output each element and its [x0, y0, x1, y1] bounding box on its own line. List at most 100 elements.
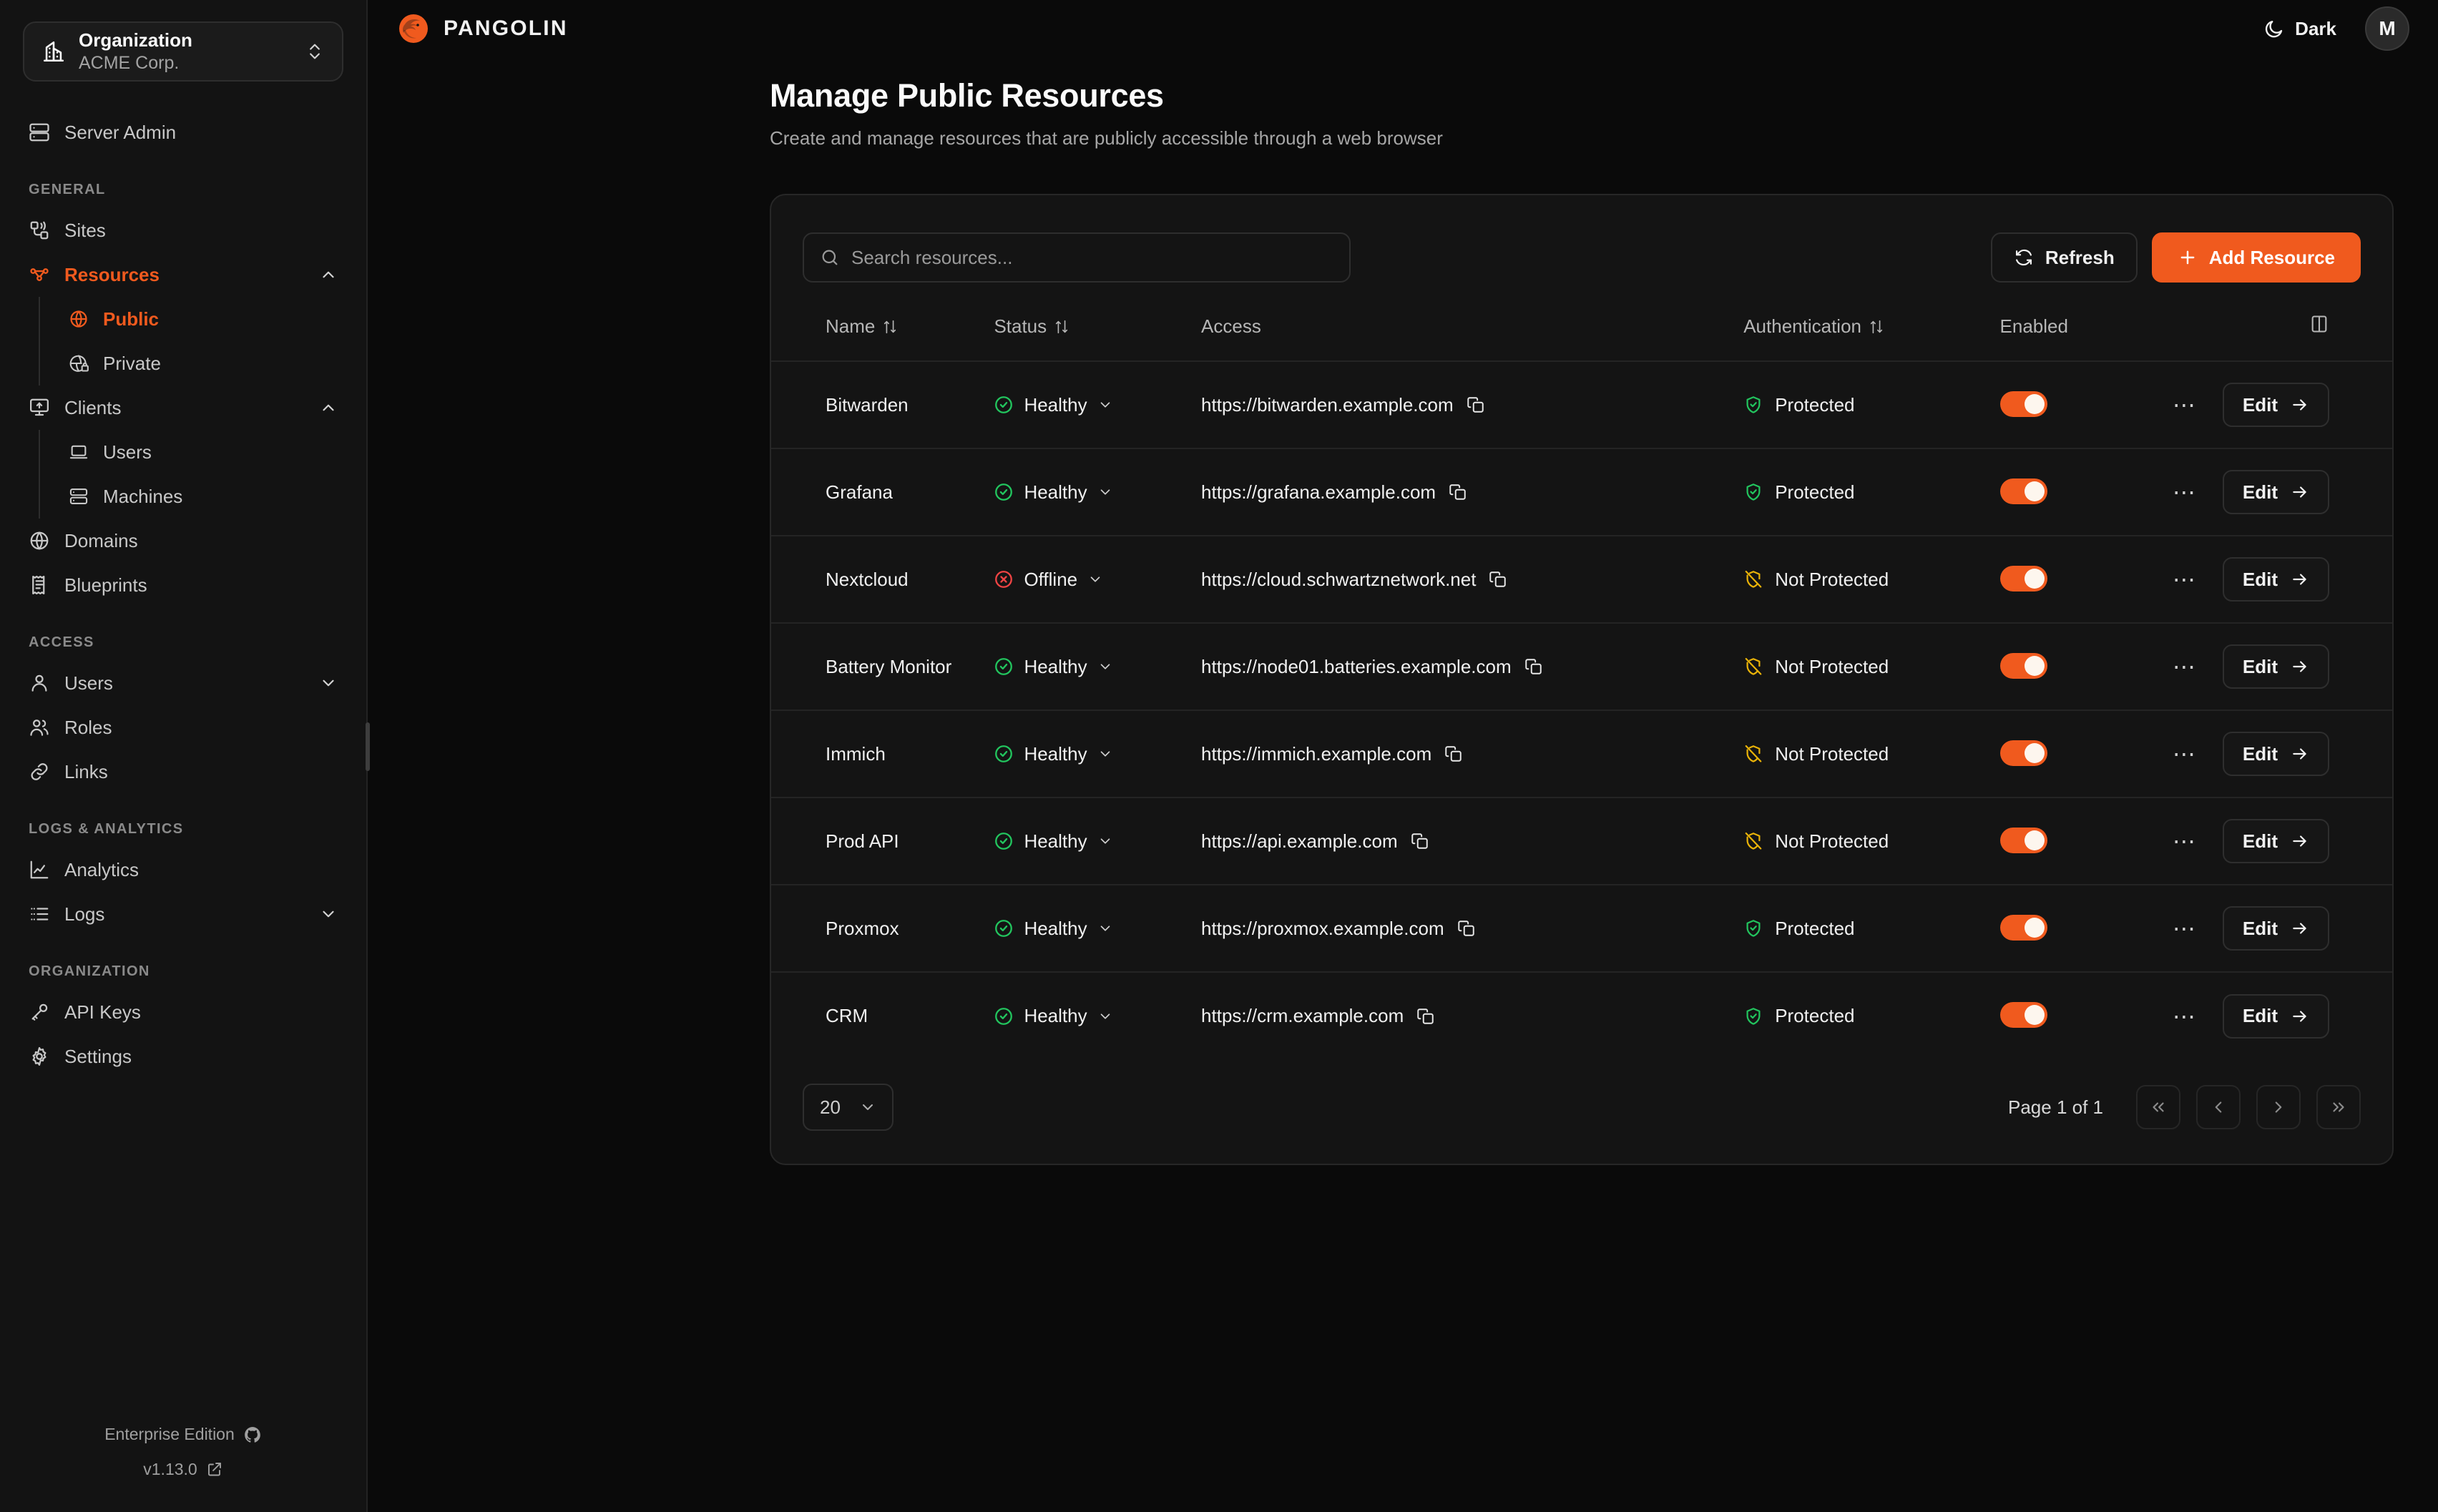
edit-button[interactable]: Edit	[2222, 557, 2329, 602]
cell-enabled[interactable]	[1999, 797, 2165, 885]
edit-button[interactable]: Edit	[2222, 644, 2329, 689]
table-row[interactable]: Immich Healthy https://immich.example.co…	[771, 710, 2392, 797]
cell-enabled[interactable]	[1999, 622, 2165, 710]
cell-enabled[interactable]	[1999, 360, 2165, 448]
chevron-up-icon[interactable]	[319, 265, 338, 284]
github-icon[interactable]	[243, 1425, 262, 1444]
enabled-toggle[interactable]	[1999, 1002, 2047, 1028]
cell-status[interactable]: Healthy	[994, 360, 1202, 448]
search-box[interactable]	[803, 232, 1351, 283]
cell-enabled[interactable]	[1999, 448, 2165, 536]
enabled-toggle[interactable]	[1999, 827, 2047, 853]
version-row[interactable]: v1.13.0	[0, 1452, 366, 1486]
copy-icon[interactable]	[1524, 657, 1543, 676]
sidebar-item-links[interactable]: Links	[19, 750, 348, 794]
table-row[interactable]: Battery Monitor Healthy https://node01.b…	[771, 622, 2392, 710]
copy-icon[interactable]	[1411, 832, 1429, 850]
enabled-toggle[interactable]	[1999, 740, 2047, 766]
search-input[interactable]	[851, 246, 1333, 269]
chevron-down-icon[interactable]	[1097, 1008, 1113, 1024]
column-header-authentication[interactable]: Authentication	[1743, 314, 1999, 361]
row-menu-button[interactable]: ⋯	[2172, 479, 2197, 505]
enabled-toggle[interactable]	[1999, 565, 2047, 591]
table-row[interactable]: Nextcloud Offline https://cloud.schwartz…	[771, 535, 2392, 623]
external-link-icon[interactable]	[206, 1461, 223, 1478]
table-row[interactable]: Prod API Healthy https://api.example.com…	[771, 797, 2392, 885]
chevron-down-icon[interactable]	[319, 905, 338, 923]
column-header-name[interactable]: Name	[771, 314, 994, 361]
avatar[interactable]: M	[2365, 6, 2409, 51]
row-menu-button[interactable]: ⋯	[2172, 566, 2197, 592]
edit-button[interactable]: Edit	[2222, 732, 2329, 776]
row-menu-button[interactable]: ⋯	[2172, 741, 2197, 767]
chevron-down-icon[interactable]	[1097, 921, 1113, 936]
chevron-down-icon[interactable]	[1097, 833, 1113, 849]
edit-button[interactable]: Edit	[2222, 383, 2329, 427]
chevron-down-icon[interactable]	[319, 674, 338, 692]
enabled-toggle[interactable]	[1999, 652, 2047, 679]
sidebar-item-domains[interactable]: Domains	[19, 519, 348, 563]
edit-button[interactable]: Edit	[2222, 470, 2329, 514]
table-row[interactable]: Grafana Healthy https://grafana.example.…	[771, 448, 2392, 536]
add-resource-button[interactable]: Add Resource	[2151, 232, 2361, 283]
org-switcher[interactable]: Organization ACME Corp.	[23, 21, 343, 82]
chevron-up-icon[interactable]	[319, 398, 338, 417]
columns-icon[interactable]	[2309, 314, 2329, 334]
chevron-down-icon[interactable]	[1097, 746, 1113, 762]
brand[interactable]: PANGOLIN	[396, 11, 568, 46]
next-page-button[interactable]	[2256, 1085, 2301, 1129]
sidebar-item-public[interactable]: Public	[59, 297, 348, 341]
copy-icon[interactable]	[1489, 570, 1507, 589]
cell-enabled[interactable]	[1999, 971, 2165, 1059]
cell-enabled[interactable]	[1999, 710, 2165, 797]
copy-icon[interactable]	[1457, 919, 1476, 938]
chevron-down-icon[interactable]	[1097, 659, 1113, 674]
cell-status[interactable]: Offline	[994, 535, 1202, 623]
cell-status[interactable]: Healthy	[994, 971, 1202, 1059]
last-page-button[interactable]	[2316, 1085, 2361, 1129]
cell-status[interactable]: Healthy	[994, 622, 1202, 710]
sidebar-item-private[interactable]: Private	[59, 341, 348, 386]
sidebar-item-clients[interactable]: Clients	[19, 386, 348, 430]
sidebar-item-resources[interactable]: Resources	[19, 252, 348, 297]
edit-button[interactable]: Edit	[2222, 906, 2329, 951]
row-menu-button[interactable]: ⋯	[2172, 828, 2197, 854]
enabled-toggle[interactable]	[1999, 478, 2047, 504]
sidebar-resize-handle[interactable]	[366, 722, 370, 771]
cell-enabled[interactable]	[1999, 535, 2165, 623]
refresh-button[interactable]: Refresh	[1990, 232, 2138, 283]
table-row[interactable]: CRM Healthy https://crm.example.com Prot…	[771, 971, 2392, 1059]
copy-icon[interactable]	[1449, 483, 1467, 501]
row-menu-button[interactable]: ⋯	[2172, 915, 2197, 941]
sidebar-item-machines[interactable]: Machines	[59, 474, 348, 519]
sidebar-item-logs[interactable]: Logs	[19, 892, 348, 936]
sort-icon[interactable]	[1054, 319, 1069, 335]
cell-status[interactable]: Healthy	[994, 710, 1202, 797]
sidebar-item-clients-users[interactable]: Users	[59, 430, 348, 474]
prev-page-button[interactable]	[2196, 1085, 2241, 1129]
copy-icon[interactable]	[1416, 1007, 1435, 1026]
row-menu-button[interactable]: ⋯	[2172, 1003, 2197, 1029]
edition-row[interactable]: Enterprise Edition	[0, 1417, 366, 1451]
edit-button[interactable]: Edit	[2222, 819, 2329, 863]
copy-icon[interactable]	[1467, 396, 1485, 414]
page-size-select[interactable]: 20	[803, 1084, 894, 1131]
sidebar-item-analytics[interactable]: Analytics	[19, 848, 348, 892]
sidebar-item-server-admin[interactable]: Server Admin	[19, 110, 348, 154]
sidebar-item-api-keys[interactable]: API Keys	[19, 990, 348, 1034]
sort-icon[interactable]	[1869, 319, 1884, 335]
enabled-toggle[interactable]	[1999, 914, 2047, 941]
chevron-down-icon[interactable]	[1087, 571, 1103, 587]
table-row[interactable]: Proxmox Healthy https://proxmox.example.…	[771, 884, 2392, 972]
chevron-down-icon[interactable]	[1097, 484, 1113, 500]
enabled-toggle[interactable]	[1999, 391, 2047, 417]
column-header-status[interactable]: Status	[994, 314, 1201, 361]
table-row[interactable]: Bitwarden Healthy https://bitwarden.exam…	[771, 360, 2392, 448]
cell-enabled[interactable]	[1999, 884, 2165, 972]
cell-status[interactable]: Healthy	[994, 884, 1202, 972]
edit-button[interactable]: Edit	[2222, 993, 2329, 1039]
cell-status[interactable]: Healthy	[994, 797, 1202, 885]
row-menu-button[interactable]: ⋯	[2172, 392, 2197, 418]
cell-status[interactable]: Healthy	[994, 448, 1202, 536]
sidebar-item-settings[interactable]: Settings	[19, 1034, 348, 1079]
